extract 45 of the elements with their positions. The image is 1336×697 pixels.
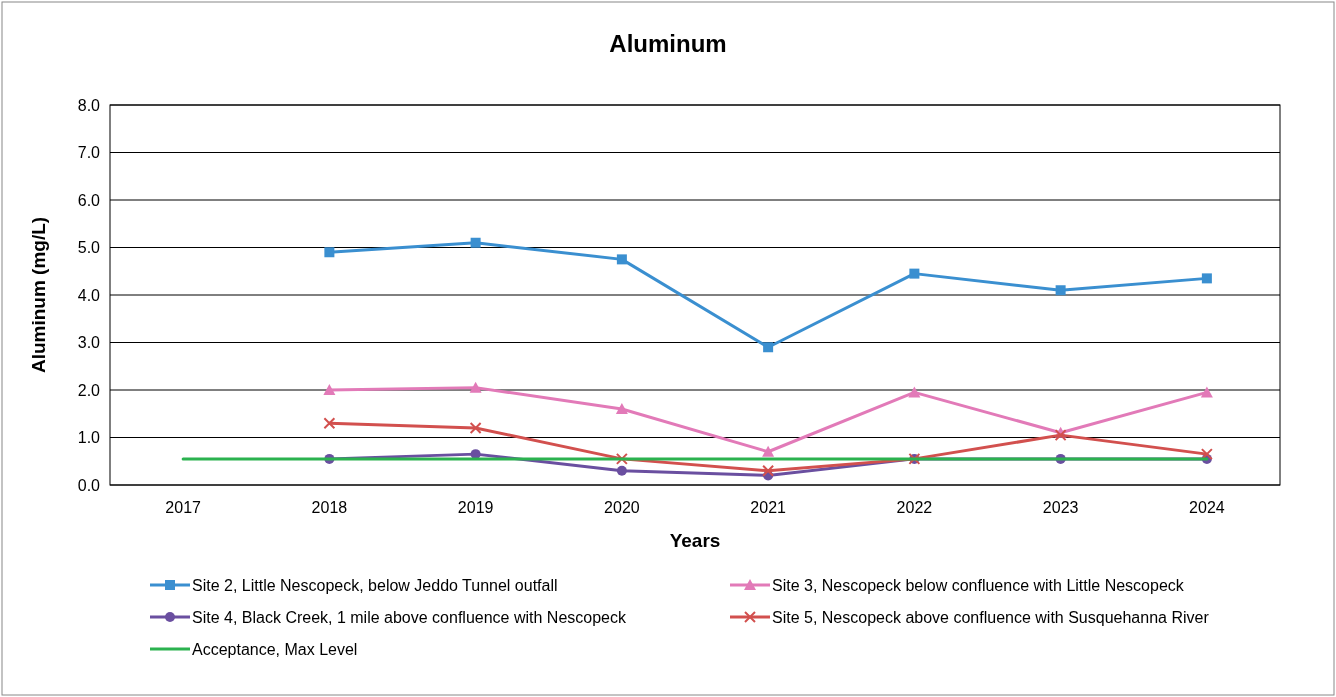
legend-label: Acceptance, Max Level [192, 640, 358, 658]
legend-label: Site 5, Nescopeck above confluence with Susquehanna River [772, 608, 1210, 626]
point [1200, 386, 1213, 398]
y-tick-label: 0.0 [77, 476, 101, 494]
point [1200, 448, 1213, 461]
point [909, 268, 920, 279]
y-tick-label: 4.0 [77, 286, 101, 304]
y-tick-label: 1.0 [77, 429, 101, 447]
point [762, 445, 775, 457]
legend-label: Site 4, Black Creek, 1 mile above confluence with Nescopeck [192, 608, 627, 626]
x-tick-label: 2017 [165, 499, 202, 516]
point [1054, 429, 1067, 442]
y-tick-label: 3.0 [77, 334, 101, 352]
point [762, 464, 775, 477]
x-tick-label: 2020 [604, 499, 640, 516]
chart-title: Aluminum [609, 30, 727, 57]
point [763, 342, 774, 353]
x-axis-title: Years [669, 530, 721, 551]
point [615, 403, 628, 414]
legend-label: Site 3, Nescopeck below confluence with Little Nescopeck [772, 576, 1185, 594]
y-tick-label: 7.0 [77, 144, 101, 162]
point [469, 422, 482, 434]
point [1201, 273, 1212, 284]
x-tick-label: 2022 [896, 499, 933, 516]
point [616, 254, 627, 265]
y-tick-label: 5.0 [77, 239, 101, 257]
legend-label: Site 2, Little Nescopeck, below Jeddo Tunnel outfall [192, 576, 558, 594]
point [324, 247, 335, 258]
y-tick-label: 8.0 [77, 96, 101, 114]
x-tick-label: 2024 [1189, 499, 1225, 516]
point [615, 452, 628, 465]
y-tick-label: 6.0 [77, 191, 101, 209]
point [1055, 285, 1066, 296]
y-tick-label: 2.0 [77, 381, 101, 399]
x-tick-label: 2021 [750, 499, 787, 516]
point [616, 465, 627, 476]
point [469, 381, 482, 393]
x-tick-label: 2023 [1042, 499, 1079, 516]
point [323, 417, 336, 430]
point [908, 386, 921, 398]
x-tick-label: 2019 [457, 499, 494, 516]
y-axis-title: Aluminum (mg/L) [28, 216, 49, 374]
point [470, 237, 481, 248]
point [323, 384, 336, 395]
x-tick-label: 2018 [311, 499, 348, 516]
